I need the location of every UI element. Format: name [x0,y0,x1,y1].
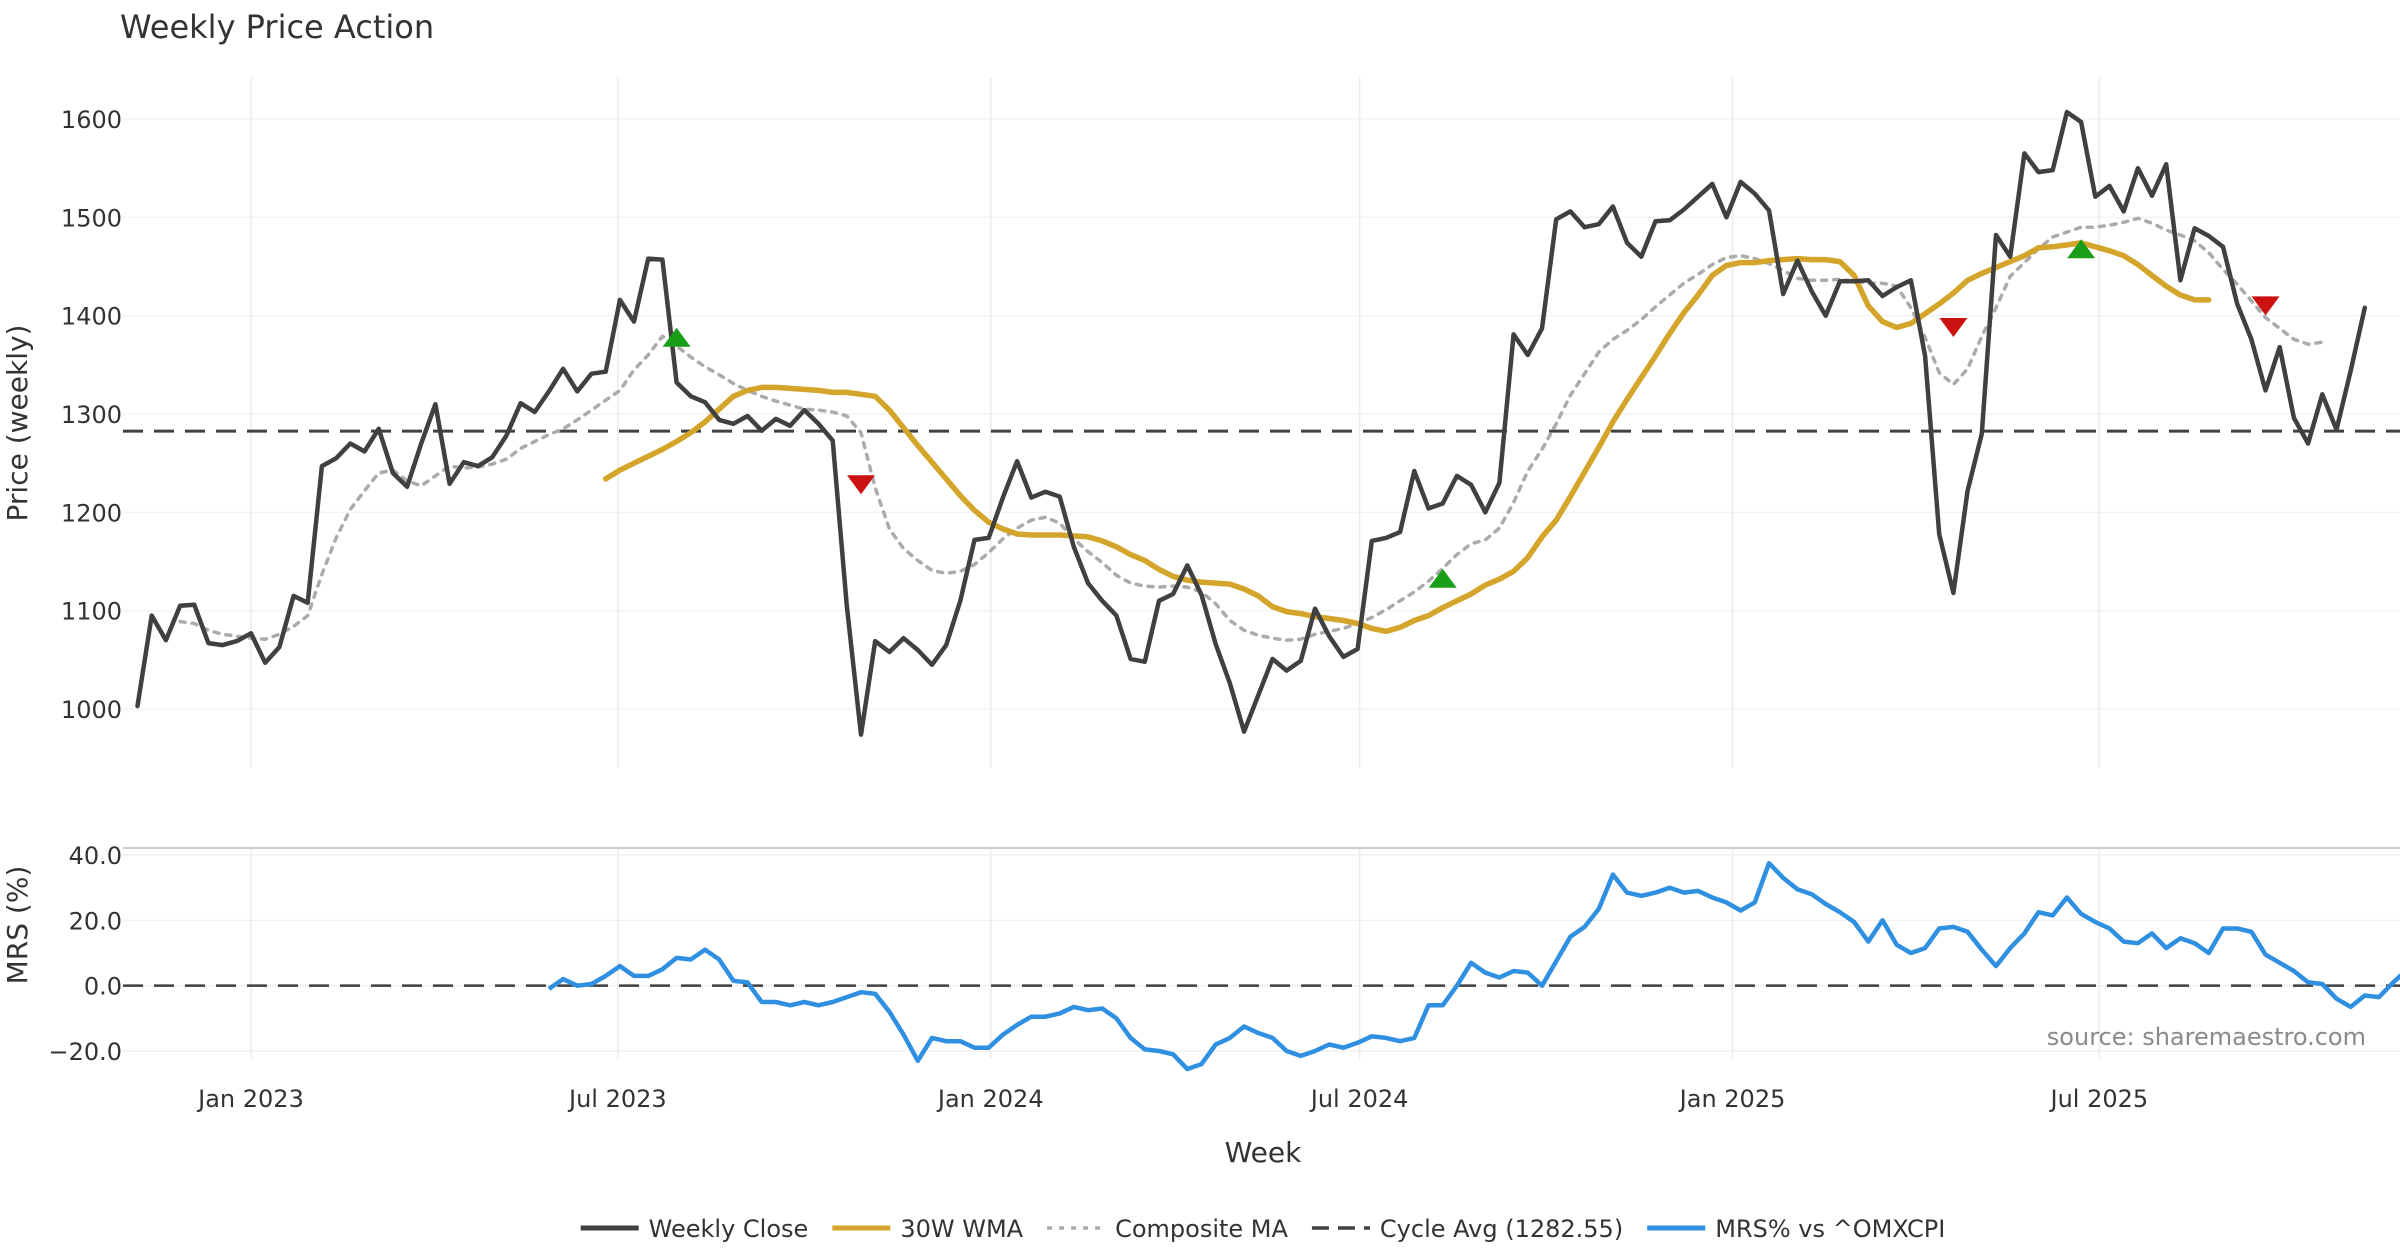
sell-signal-marker [2251,296,2280,316]
y-tick-label: 1500 [61,204,122,232]
x-tick-label: Jul 2023 [567,1085,667,1113]
legend-item-30w-wma: 30W WMA [832,1215,1024,1243]
y-tick-label: 1600 [61,106,122,134]
y-tick-label: 40.0 [69,842,122,870]
legend-label: Composite MA [1115,1215,1288,1243]
sell-signal-marker [847,475,876,495]
buy-signal-marker [1428,568,1457,588]
mrs-y-axis-label: MRS (%) [1,866,34,985]
y-tick-label: 1300 [61,401,122,429]
y-tick-label: 1400 [61,303,122,331]
source-note: source: sharemaestro.com [2047,1023,2366,1051]
x-tick-label: Jan 2023 [196,1085,304,1113]
weekly-close-line [135,109,2368,737]
y-tick-label: 1000 [61,696,122,724]
legend-label: MRS% vs ^OMXCPI [1715,1215,1945,1243]
chart-title: Weekly Price Action [120,8,434,46]
legend-label: 30W WMA [900,1215,1023,1243]
price-y-axis-label: Price (weekly) [1,325,34,522]
legend-item-composite-ma: Composite MA [1047,1215,1289,1243]
y-tick-label: 0.0 [84,973,122,1001]
x-tick-label: Jul 2025 [2049,1085,2149,1113]
price-y-ticks: 1000 1100 1200 1300 1400 1500 1600 [61,106,122,724]
30w-wma-line [602,240,2212,635]
sell-signal-marker [1939,317,1968,337]
legend-item-mrs-vs-omxcpi: MRS% vs ^OMXCPI [1647,1215,1945,1243]
legend-item-weekly-close: Weekly Close [580,1215,809,1243]
mrs-line [547,860,2400,1072]
y-tick-label: 1200 [61,499,122,527]
y-tick-label: 20.0 [69,907,122,935]
signal-markers [662,239,2280,588]
x-tick-label: Jul 2024 [1309,1085,1409,1113]
legend-item-cycle-avg-1282-55: Cycle Avg (1282.55) [1311,1215,1623,1243]
price-series [123,109,2400,737]
composite-ma-line [178,216,2325,642]
y-tick-label: −20.0 [48,1038,122,1066]
legend: Weekly Close 30W WMA Composite MA Cycle Avg… [580,1215,1945,1243]
legend-label: Cycle Avg (1282.55) [1380,1215,1623,1243]
mrs-grid [123,847,2400,1058]
price-grid [123,78,2400,768]
x-ticks: Jan 2023 Jul 2023 Jan 2024 Jul 2024 Jan 2025… [196,1085,2148,1113]
buy-signal-marker [662,327,691,347]
legend-label: Weekly Close [649,1215,809,1243]
x-tick-label: Jan 2024 [936,1085,1044,1113]
x-tick-label: Jan 2025 [1678,1085,1786,1113]
x-axis-label: Week [1225,1136,1302,1169]
buy-signal-marker [2067,239,2096,259]
mrs-y-ticks: −20.0 0.0 20.0 40.0 [48,842,122,1066]
mrs-series [547,860,2400,1072]
y-tick-label: 1100 [61,598,122,626]
